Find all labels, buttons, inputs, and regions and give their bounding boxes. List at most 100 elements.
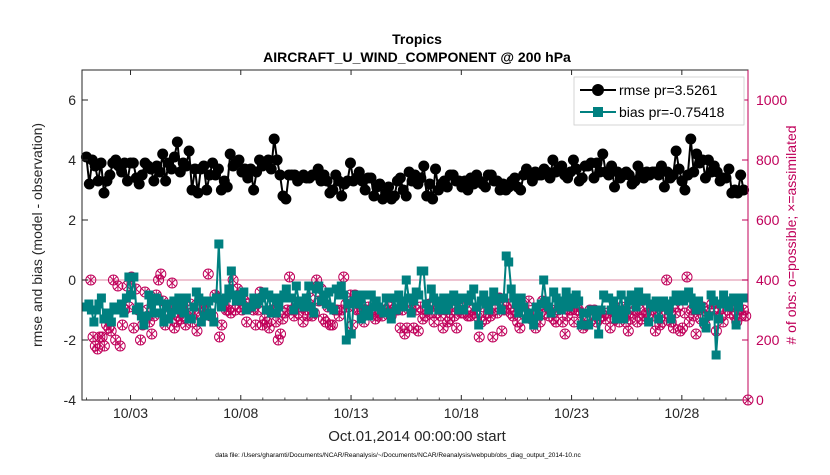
rmse-point	[415, 172, 427, 184]
bias-point	[194, 293, 204, 303]
legend-bias-label: bias pr=-0.75418	[619, 104, 725, 120]
x-tick-label: 10/03	[113, 405, 148, 421]
bias-point	[529, 320, 539, 330]
bias-point	[564, 302, 574, 312]
legend-rmse-label: rmse pr=3.5261	[619, 82, 718, 98]
rmse-point	[274, 169, 286, 181]
bias-point	[716, 299, 726, 309]
rmse-point	[133, 178, 145, 190]
y-tick-label: 0	[68, 272, 76, 288]
bias-point	[394, 290, 404, 300]
bias-point	[291, 281, 301, 291]
y2-tick-label: 1000	[756, 92, 787, 108]
rmse-point	[365, 172, 377, 184]
obs-possible-point	[114, 340, 126, 352]
bias-point	[604, 293, 614, 303]
obs-assimilated-point	[339, 272, 348, 282]
bias-point	[596, 305, 606, 315]
bias-point	[574, 296, 584, 306]
rmse-point	[83, 178, 95, 190]
bias-point	[124, 272, 134, 282]
bias-point	[696, 302, 706, 312]
rmse-point	[95, 157, 107, 169]
rmse-point	[268, 133, 280, 145]
obs-assimilated-point	[217, 320, 226, 330]
bias-point	[121, 293, 131, 303]
rmse-point	[160, 175, 172, 187]
bias-point	[534, 311, 544, 321]
bias-point	[711, 350, 721, 360]
rmse-point	[368, 190, 380, 202]
bias-point	[471, 302, 481, 312]
bias-point	[321, 299, 331, 309]
obs-assimilated-point	[430, 317, 438, 327]
bias-point	[644, 317, 654, 327]
chart-title: Tropics	[392, 31, 442, 47]
bias-point	[264, 290, 274, 300]
bias-point	[739, 293, 749, 303]
bias-point	[629, 296, 639, 306]
bias-point	[189, 302, 199, 312]
bias-point	[466, 290, 476, 300]
bias-point	[419, 266, 429, 276]
obs-possible-point	[166, 277, 178, 289]
rmse-point	[591, 157, 603, 169]
bias-point	[549, 287, 559, 297]
rmse-point	[720, 172, 732, 184]
rmse-point	[670, 145, 682, 157]
bias-point	[499, 293, 509, 303]
obs-assimilated-point	[118, 320, 127, 330]
bias-point	[484, 305, 494, 315]
rmse-point	[242, 172, 254, 184]
obs-assimilated-point	[452, 323, 461, 333]
bias-point	[356, 314, 366, 324]
bias-point	[439, 293, 449, 303]
rmse-point	[576, 172, 588, 184]
x-tick-label: 10/28	[664, 405, 699, 421]
bias-point	[336, 281, 346, 291]
bias-point	[421, 299, 431, 309]
bias-point	[369, 302, 379, 312]
bias-point	[581, 308, 591, 318]
obs-possible-point	[690, 328, 702, 340]
bias-point	[266, 308, 276, 318]
bias-point	[206, 308, 216, 318]
rmse-point	[92, 175, 104, 187]
bias-point	[316, 296, 326, 306]
bias-point	[699, 317, 709, 327]
obs-possible-point	[710, 325, 722, 337]
obs-possible-point	[740, 310, 752, 322]
rmse-point	[201, 184, 213, 196]
bias-point	[174, 293, 184, 303]
y-tick-label: 2	[68, 212, 76, 228]
y2-tick-label: 0	[756, 392, 764, 408]
rmse-point	[609, 181, 621, 193]
obs-possible-point	[250, 319, 262, 331]
obs-assimilated-point	[107, 326, 115, 336]
obs-assimilated-point	[204, 269, 213, 279]
bias-point	[166, 308, 176, 318]
obs-assimilated-point	[475, 332, 484, 342]
bias-point	[134, 302, 144, 312]
bias-point	[179, 308, 189, 318]
rmse-point	[104, 169, 116, 181]
bias-point	[679, 296, 689, 306]
bias-point	[169, 296, 179, 306]
bias-point	[306, 302, 316, 312]
bias-point	[384, 308, 394, 318]
bias-point	[271, 308, 281, 318]
bias-point	[209, 317, 219, 327]
bias-point	[159, 317, 169, 327]
x-tick-label: 10/08	[223, 405, 258, 421]
bias-point	[459, 305, 469, 315]
bias-point	[341, 335, 351, 345]
bias-point	[274, 302, 284, 312]
bias-point	[226, 266, 236, 276]
bias-point	[434, 305, 444, 315]
bias-point	[319, 290, 329, 300]
obs-assimilated-point	[116, 341, 124, 351]
rmse-point	[427, 193, 439, 205]
rmse-point	[116, 166, 128, 178]
bias-point	[346, 329, 356, 339]
bias-point	[246, 302, 256, 312]
